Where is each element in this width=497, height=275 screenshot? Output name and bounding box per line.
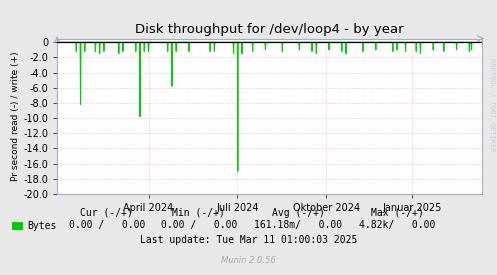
Text: 0.00 /   0.00: 0.00 / 0.00 <box>69 220 145 230</box>
Text: Max (-/+): Max (-/+) <box>371 208 424 218</box>
Text: RRDTOOL / TOBI OETIKER: RRDTOOL / TOBI OETIKER <box>489 58 495 151</box>
Y-axis label: Pr second read (-) / write (+): Pr second read (-) / write (+) <box>11 51 20 181</box>
Text: Avg (-/+): Avg (-/+) <box>272 208 325 218</box>
Text: Cur (-/+): Cur (-/+) <box>81 208 133 218</box>
Text: Min (-/+): Min (-/+) <box>172 208 225 218</box>
Text: Munin 2.0.56: Munin 2.0.56 <box>221 256 276 265</box>
Title: Disk throughput for /dev/loop4 - by year: Disk throughput for /dev/loop4 - by year <box>135 23 404 36</box>
Text: 0.00 /   0.00: 0.00 / 0.00 <box>161 220 237 230</box>
Text: 4.82k/   0.00: 4.82k/ 0.00 <box>359 220 436 230</box>
Text: Last update: Tue Mar 11 01:00:03 2025: Last update: Tue Mar 11 01:00:03 2025 <box>140 235 357 245</box>
Text: Bytes: Bytes <box>27 221 57 231</box>
Text: 161.18m/   0.00: 161.18m/ 0.00 <box>254 220 342 230</box>
